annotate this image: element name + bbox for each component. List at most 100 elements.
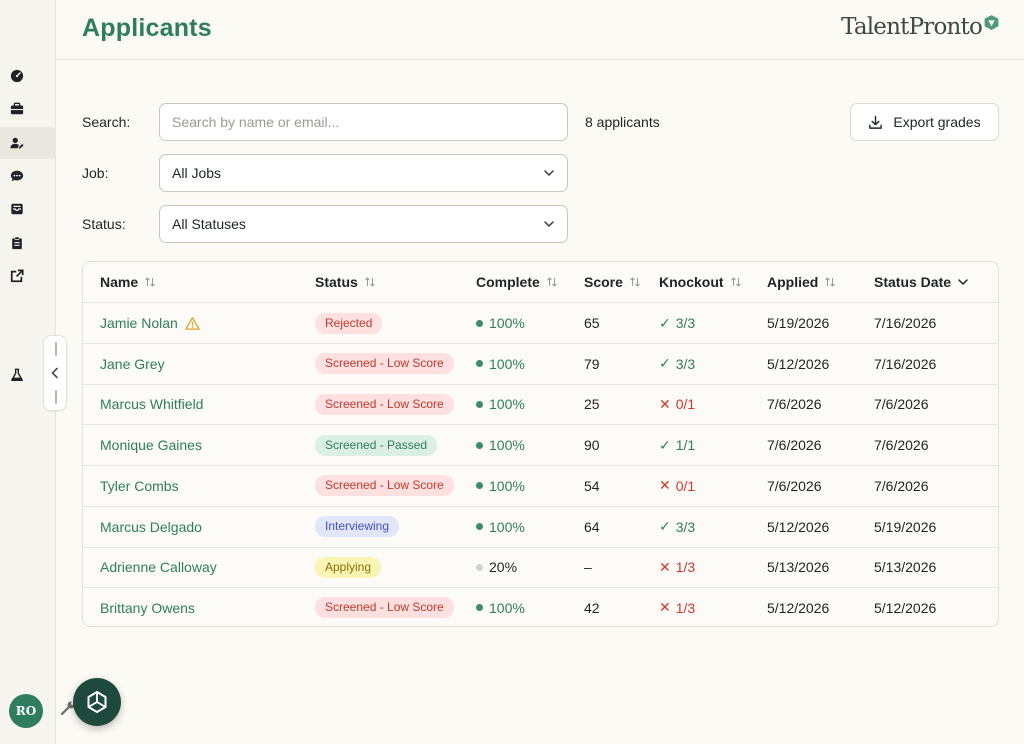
completion-dot: [476, 360, 483, 368]
table-row[interactable]: Adrienne Calloway Applying 20% – ✕ 1/3 5/13/20…: [83, 547, 998, 589]
search-label: Search:: [82, 114, 131, 130]
avatar[interactable]: RO: [9, 694, 43, 728]
cell-knockout: ✕ 0/1: [659, 384, 695, 424]
status-badge: Screened - Low Score: [315, 475, 454, 497]
cell-applied: 5/12/2026: [767, 507, 829, 547]
score-value: 90: [584, 437, 600, 454]
table-row[interactable]: Monique Gaines Screened - Passed 100% 90 ✓ 1/…: [83, 425, 998, 467]
knockout-value: 0/1: [675, 396, 696, 413]
column-header-name[interactable]: Name: [100, 262, 156, 302]
cell-complete: 20%: [476, 547, 517, 587]
cell-applied: 7/6/2026: [767, 466, 822, 506]
column-header-knockout[interactable]: Knockout: [659, 262, 742, 302]
status-select[interactable]: All Statuses: [159, 205, 568, 243]
sidebar: RO: [0, 0, 67, 744]
score-value: 79: [584, 355, 600, 372]
completion-value: 100%: [489, 437, 525, 454]
table-row[interactable]: Jamie Nolan Rejected 100% 65 ✓ 3/3 5/19/2026 7/…: [83, 303, 998, 344]
cell-complete: 100%: [476, 507, 525, 547]
column-header-complete[interactable]: Complete: [476, 262, 558, 302]
column-header-score[interactable]: Score: [584, 262, 641, 302]
status-badge: Rejected: [315, 312, 383, 334]
flask-icon[interactable]: [8, 366, 26, 384]
column-header-applied[interactable]: Applied: [767, 262, 836, 302]
cell-name: Jamie Nolan: [100, 303, 200, 343]
knockout-value: 3/3: [675, 355, 696, 372]
column-header-status-date[interactable]: Status Date: [874, 262, 969, 302]
dashboard-icon[interactable]: [8, 67, 26, 85]
cell-applied: 5/13/2026: [767, 547, 829, 587]
completion-value: 100%: [489, 599, 525, 616]
applied-date: 5/19/2026: [767, 315, 830, 331]
knockout-value: 1/1: [675, 437, 696, 454]
cell-name: Marcus Whitfield: [100, 384, 203, 424]
cell-knockout: ✓ 3/3: [659, 507, 695, 547]
completion-value: 100%: [489, 315, 525, 331]
cell-knockout: ✓ 3/3: [659, 303, 695, 343]
job-select[interactable]: All Jobs: [159, 154, 568, 192]
column-header-status[interactable]: Status: [315, 262, 376, 302]
cell-complete: 100%: [476, 588, 525, 626]
applicant-name-link[interactable]: Jamie Nolan: [100, 315, 178, 331]
table-row[interactable]: Marcus Whitfield Screened - Low Score 100%…: [83, 384, 998, 426]
applicant-name-link[interactable]: Adrienne Calloway: [100, 559, 217, 576]
applicant-name-link[interactable]: Brittany Owens: [100, 599, 195, 616]
applied-date: 7/6/2026: [767, 477, 822, 494]
cell-score: –: [584, 547, 592, 587]
cell-status-date: 5/13/2026: [874, 547, 936, 587]
status-select-value: All Statuses: [172, 216, 246, 232]
cell-status-date: 7/6/2026: [874, 425, 929, 465]
cell-status: Screened - Low Score: [315, 466, 454, 506]
applicant-name-link[interactable]: Jane Grey: [100, 355, 165, 372]
applicant-name-link[interactable]: Monique Gaines: [100, 437, 202, 454]
column-header-label: Status: [315, 274, 358, 290]
cell-knockout: ✕ 1/3: [659, 547, 695, 587]
cell-status-date: 7/16/2026: [874, 303, 936, 343]
cell-applied: 5/12/2026: [767, 588, 829, 626]
cell-status-date: 7/6/2026: [874, 466, 929, 506]
cell-applied: 7/6/2026: [767, 425, 822, 465]
wrench-icon[interactable]: [60, 700, 76, 716]
cell-knockout: ✓ 3/3: [659, 344, 695, 384]
table-row[interactable]: Jane Grey Screened - Low Score 100% 79 ✓ 3/3 5…: [83, 344, 998, 385]
user-edit-icon[interactable]: [8, 134, 26, 152]
status-date: 7/16/2026: [874, 315, 937, 331]
score-value: 25: [584, 396, 600, 413]
export-grades-button[interactable]: Export grades: [850, 103, 999, 141]
sidebar-collapse-toggle[interactable]: [43, 335, 67, 411]
assistant-fab-button[interactable]: [73, 678, 121, 726]
briefcase-icon[interactable]: [8, 100, 26, 118]
search-input[interactable]: [159, 103, 568, 141]
sort-icon: [630, 277, 640, 287]
cell-score: 90: [584, 425, 600, 465]
applicant-name-link[interactable]: Tyler Combs: [100, 477, 179, 494]
table-row[interactable]: Marcus Delgado Interviewing 100% 64 ✓ 3/3 5/12…: [83, 507, 998, 548]
status-badge: Screened - Low Score: [315, 393, 454, 415]
applicants-table: Name Status Complete Score Knockout Appl…: [82, 261, 999, 627]
check-icon: ✓: [659, 355, 671, 372]
table-row[interactable]: Brittany Owens Screened - Low Score 100% 42…: [83, 588, 998, 626]
knockout-value: 3/3: [675, 315, 696, 331]
inbox-icon[interactable]: [8, 200, 26, 218]
chat-icon[interactable]: [8, 167, 26, 185]
cell-name: Adrienne Calloway: [100, 547, 217, 587]
knockout-value: 1/3: [675, 599, 696, 616]
clipboard-icon[interactable]: [8, 234, 26, 252]
status-date: 7/16/2026: [874, 355, 937, 372]
column-header-label: Name: [100, 274, 139, 290]
export-grades-label: Export grades: [893, 114, 981, 130]
applicant-name-link[interactable]: Marcus Delgado: [100, 518, 202, 535]
table-row[interactable]: Tyler Combs Screened - Low Score 100% 54 ✕ 0/…: [83, 466, 998, 507]
brand-logo[interactable]: TalentPronto: [841, 14, 1000, 40]
cell-score: 65: [584, 303, 600, 343]
cell-complete: 100%: [476, 344, 525, 384]
cell-name: Tyler Combs: [100, 466, 179, 506]
avatar-initials: RO: [15, 704, 37, 718]
score-value: 42: [584, 599, 600, 616]
score-value: –: [584, 559, 592, 576]
external-link-icon[interactable]: [8, 267, 26, 285]
cell-status-date: 7/6/2026: [874, 384, 929, 424]
completion-dot: [476, 523, 483, 530]
completion-dot: [476, 563, 483, 571]
applicant-name-link[interactable]: Marcus Whitfield: [100, 396, 204, 413]
